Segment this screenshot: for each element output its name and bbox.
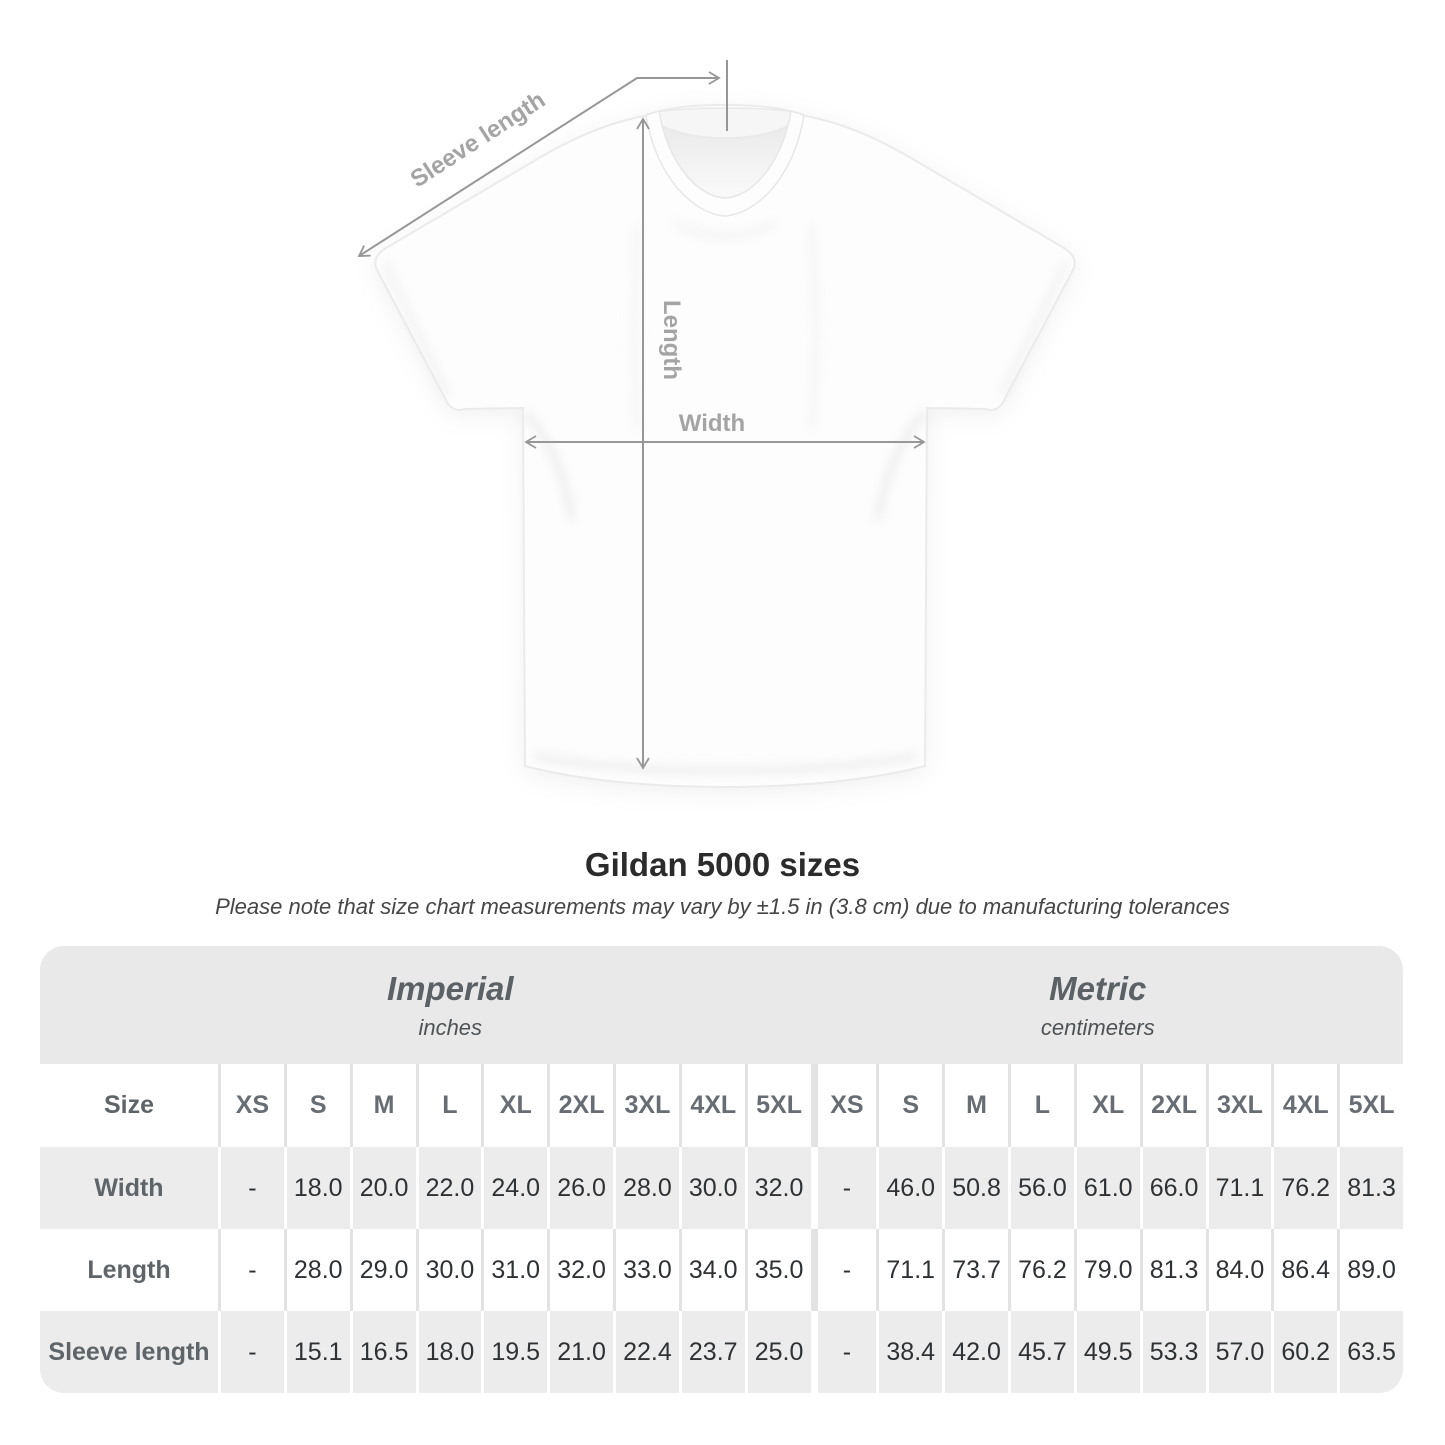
size-column-header: S xyxy=(876,1064,942,1147)
value-cell: - xyxy=(810,1147,877,1229)
value-cell: 89.0 xyxy=(1337,1229,1403,1311)
value-cell: 84.0 xyxy=(1205,1229,1272,1311)
table-row: Width -18.0 20.0 22.0 24.0 26.0 28.0 30.0 32.0-4… xyxy=(40,1147,1403,1229)
value-cell: 28.0 xyxy=(283,1229,350,1311)
length-label: Length xyxy=(658,300,685,380)
value-cell: 61.0 xyxy=(1073,1147,1140,1229)
value-cell: 56.0 xyxy=(1008,1147,1074,1229)
size-column-header: XS xyxy=(810,1064,877,1147)
value-cell: 42.0 xyxy=(942,1311,1008,1393)
value-cell: 22.4 xyxy=(613,1311,679,1393)
value-cell: 79.0 xyxy=(1073,1229,1140,1311)
value-cell: 49.5 xyxy=(1073,1311,1140,1393)
size-column-header: 5XL xyxy=(1337,1064,1403,1147)
value-cell: 30.0 xyxy=(678,1147,745,1229)
value-cell: 18.0 xyxy=(415,1311,482,1393)
size-column-header: 4XL xyxy=(1271,1064,1337,1147)
imperial-unit: inches xyxy=(418,1014,483,1040)
tolerance-note: Please note that size chart measurements… xyxy=(215,894,1230,919)
measurement-annotations xyxy=(357,60,926,770)
size-table-body: Size XS S M L XL 2XL 3XL 4XL 5XL XS S M L XL 2XL 3XL 4XL 5… xyxy=(40,1064,1403,1393)
size-column-header: 5XL xyxy=(744,1064,811,1147)
value-cell: 25.0 xyxy=(744,1311,811,1393)
width-label: Width xyxy=(679,410,745,437)
value-cell: 45.7 xyxy=(1008,1311,1074,1393)
value-cell: 22.0 xyxy=(415,1147,482,1229)
value-cell: 29.0 xyxy=(349,1229,416,1311)
size-column-header: 2XL xyxy=(547,1064,613,1147)
sleeve-length-arrow xyxy=(357,71,721,257)
value-cell: - xyxy=(218,1311,284,1393)
value-cell: 71.1 xyxy=(876,1229,942,1311)
value-cell: 81.3 xyxy=(1337,1147,1403,1229)
value-cell: 32.0 xyxy=(547,1229,613,1311)
table-row: Sleeve length -15.1 16.5 18.0 19.5 21.0 22.4 23… xyxy=(40,1311,1403,1393)
value-cell: 76.2 xyxy=(1271,1147,1337,1229)
value-cell: 71.1 xyxy=(1205,1147,1272,1229)
value-cell: 33.0 xyxy=(613,1229,679,1311)
value-cell: 21.0 xyxy=(547,1311,613,1393)
value-cell: 30.0 xyxy=(415,1229,482,1311)
value-cell: 81.3 xyxy=(1139,1229,1206,1311)
value-cell: 53.3 xyxy=(1139,1311,1206,1393)
row-label: Width xyxy=(94,1173,164,1202)
value-cell: 24.0 xyxy=(481,1147,547,1229)
value-cell: - xyxy=(218,1229,284,1311)
table-header-row: Size XS S M L XL 2XL 3XL 4XL 5XL XS S M L XL 2XL 3XL 4XL 5… xyxy=(40,1064,1403,1147)
size-column-header: L xyxy=(415,1064,482,1147)
tshirt-measurement-diagram: Sleeve length Length Width xyxy=(357,60,1076,789)
size-column-header: S xyxy=(283,1064,350,1147)
value-cell: 23.7 xyxy=(678,1311,745,1393)
row-label: Length xyxy=(87,1255,171,1284)
table-row: Length -28.0 29.0 30.0 31.0 32.0 33.0 34.0 35.0-… xyxy=(40,1229,1403,1311)
value-cell: 16.5 xyxy=(349,1311,416,1393)
value-cell: - xyxy=(810,1311,877,1393)
value-cell: 15.1 xyxy=(283,1311,350,1393)
size-column-header: XS xyxy=(218,1064,284,1147)
size-column-header: 3XL xyxy=(613,1064,679,1147)
value-cell: 63.5 xyxy=(1337,1311,1403,1393)
metric-section-header: Metric centimeters xyxy=(811,946,1404,1064)
row-label: Sleeve length xyxy=(48,1337,210,1366)
unit-section-band: Imperial inches Metric centimeters xyxy=(40,946,1403,1064)
size-column-header: 4XL xyxy=(678,1064,745,1147)
size-column-header: 3XL xyxy=(1205,1064,1272,1147)
size-column-header: M xyxy=(349,1064,416,1147)
value-cell: 66.0 xyxy=(1139,1147,1206,1229)
size-column-header: XL xyxy=(1073,1064,1140,1147)
value-cell: 31.0 xyxy=(481,1229,547,1311)
value-cell: 76.2 xyxy=(1008,1229,1074,1311)
imperial-title: Imperial xyxy=(386,969,514,1007)
value-cell: 26.0 xyxy=(547,1147,613,1229)
value-cell: 38.4 xyxy=(876,1311,942,1393)
value-cell: 57.0 xyxy=(1205,1311,1272,1393)
value-cell: 28.0 xyxy=(613,1147,679,1229)
size-column-header: M xyxy=(942,1064,1008,1147)
size-column-header: L xyxy=(1008,1064,1074,1147)
value-cell: 34.0 xyxy=(678,1229,745,1311)
size-column-header: XL xyxy=(481,1064,547,1147)
value-cell: 20.0 xyxy=(349,1147,416,1229)
size-header-cell: Size xyxy=(103,1091,155,1119)
value-cell: 73.7 xyxy=(942,1229,1008,1311)
value-cell: 60.2 xyxy=(1271,1311,1337,1393)
value-cell: 50.8 xyxy=(942,1147,1008,1229)
value-cell: 18.0 xyxy=(283,1147,350,1229)
value-cell: - xyxy=(810,1229,877,1311)
imperial-section-header: Imperial inches xyxy=(40,946,811,1064)
size-table: Imperial inches Metric centimeters Size X… xyxy=(40,946,1403,1393)
page-title: Gildan 5000 sizes xyxy=(584,846,861,883)
metric-unit: centimeters xyxy=(1040,1014,1155,1040)
metric-title: Metric xyxy=(1049,969,1147,1007)
value-cell: 46.0 xyxy=(876,1147,942,1229)
value-cell: 86.4 xyxy=(1271,1229,1337,1311)
value-cell: 32.0 xyxy=(744,1147,811,1229)
size-column-header: 2XL xyxy=(1139,1064,1206,1147)
value-cell: 35.0 xyxy=(744,1229,811,1311)
value-cell: - xyxy=(218,1147,284,1229)
value-cell: 19.5 xyxy=(481,1311,547,1393)
